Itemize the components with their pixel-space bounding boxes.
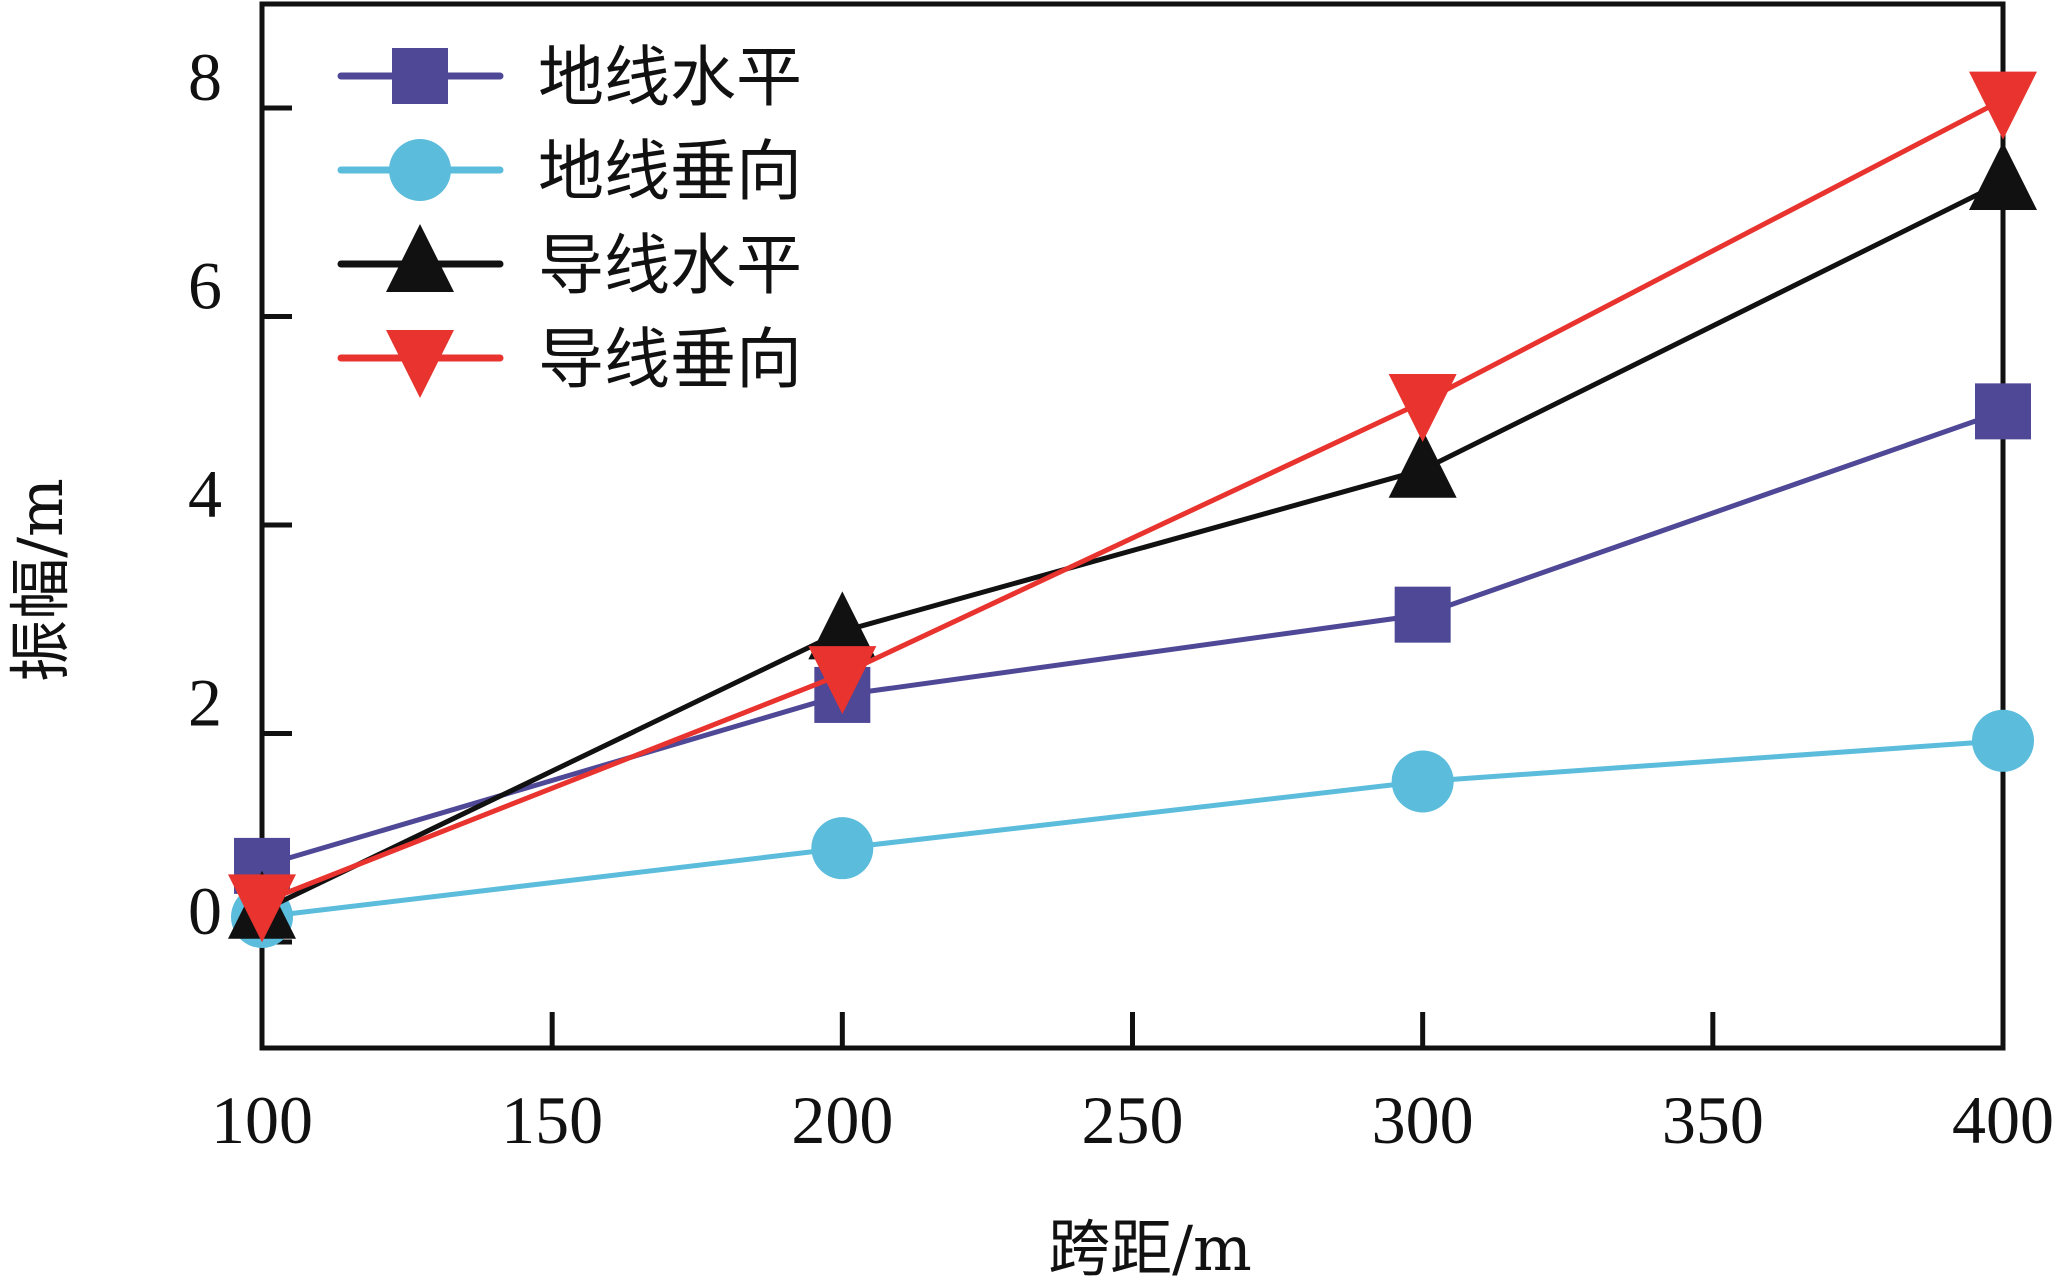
plot-frame — [259, 1, 2006, 1051]
y-axis-title: 振幅/m — [4, 478, 77, 682]
y-tick-label: 0 — [188, 873, 222, 949]
x-tick-label: 200 — [791, 1082, 893, 1158]
x-tick-label: 150 — [501, 1082, 603, 1158]
legend-marker — [386, 330, 454, 398]
y-tick-label: 8 — [188, 39, 222, 115]
data-point — [1388, 429, 1457, 498]
legend-item: 地线垂向 — [337, 133, 802, 210]
plot-border — [259, 1, 2006, 1051]
x-tick-label: 350 — [1662, 1082, 1764, 1158]
legend-label: 地线垂向 — [538, 133, 802, 210]
legend-item: 导线水平 — [337, 224, 802, 304]
series-layer — [228, 71, 2037, 948]
series-line — [261, 738, 2004, 920]
series-line — [261, 97, 2005, 905]
legend-item: 地线水平 — [337, 39, 802, 116]
data-point — [808, 591, 877, 660]
legend-marker — [392, 48, 448, 104]
y-tick-label: 2 — [188, 665, 222, 741]
data-point — [808, 646, 877, 715]
x-axis-title: 跨距/m — [1048, 1212, 1252, 1285]
legend-label: 导线水平 — [538, 227, 802, 304]
x-tick-label: 300 — [1372, 1082, 1474, 1158]
legend-label: 地线水平 — [538, 39, 802, 116]
legend-marker — [386, 224, 454, 292]
series-4 — [228, 71, 2037, 943]
legend-label: 导线垂向 — [538, 321, 802, 398]
data-point — [1394, 586, 1451, 643]
series-line — [261, 409, 2004, 869]
series-line — [260, 179, 2005, 913]
x-axis-ticks: 100 150 200 250 300 350 400 — [211, 1012, 2054, 1158]
data-point — [1975, 383, 2031, 440]
y-axis-ticks: 0 2 4 6 8 — [188, 39, 292, 949]
data-point — [1388, 373, 1457, 442]
x-tick-label: 100 — [211, 1082, 313, 1158]
data-point — [1972, 709, 2034, 772]
data-point — [1391, 750, 1454, 813]
data-point — [811, 817, 874, 880]
series-3 — [228, 142, 2037, 939]
series-2 — [231, 709, 2034, 948]
data-point — [228, 874, 296, 943]
x-tick-label: 400 — [1952, 1082, 2054, 1158]
x-tick-label: 250 — [1082, 1082, 1184, 1158]
data-point — [1969, 142, 2037, 211]
y-tick-label: 6 — [188, 248, 222, 324]
y-tick-label: 4 — [188, 456, 222, 532]
legend-item: 导线垂向 — [337, 321, 802, 398]
data-point — [1969, 71, 2037, 140]
legend-marker — [389, 139, 451, 201]
